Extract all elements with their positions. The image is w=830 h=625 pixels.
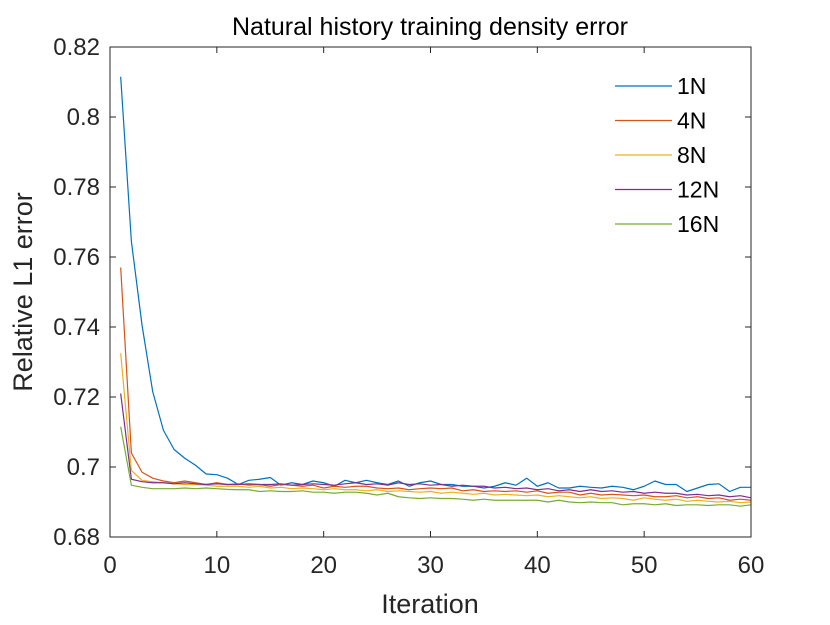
x-tick-label: 20 bbox=[310, 552, 337, 579]
series-line-16n bbox=[120, 426, 752, 507]
x-tick-label: 10 bbox=[203, 552, 230, 579]
plot-area bbox=[110, 47, 751, 537]
series-line-8n bbox=[120, 353, 752, 504]
legend-label-12n: 12N bbox=[677, 177, 719, 203]
axes-layer: 0 10 20 30 40 50 60 0.68 0.7 0.72 0.74 0.76 0.78 0.8 0… bbox=[53, 34, 764, 579]
x-tick-label: 0 bbox=[103, 552, 116, 579]
y-tick-label: 0.72 bbox=[53, 384, 100, 411]
x-tick-label: 50 bbox=[631, 552, 658, 579]
y-tick-label: 0.7 bbox=[67, 454, 100, 481]
series-line-1n bbox=[120, 76, 751, 493]
x-axis-label: Iteration bbox=[381, 589, 479, 619]
x-tick-label: 60 bbox=[738, 552, 765, 579]
x-tick-label: 40 bbox=[524, 552, 551, 579]
y-tick-label: 0.74 bbox=[53, 314, 100, 341]
legend-label-4n: 4N bbox=[677, 108, 706, 134]
series-layer bbox=[120, 76, 752, 507]
series-line-12n bbox=[120, 393, 752, 499]
y-tick-label: 0.78 bbox=[53, 174, 100, 201]
chart-title: Natural history training density error bbox=[232, 13, 628, 41]
legend-label-8n: 8N bbox=[677, 142, 706, 168]
legend-label-16n: 16N bbox=[677, 211, 719, 237]
y-tick-label: 0.8 bbox=[67, 104, 100, 131]
legend-label-1n: 1N bbox=[677, 73, 706, 99]
y-tick-label: 0.68 bbox=[53, 524, 100, 551]
y-tick-label: 0.82 bbox=[53, 34, 100, 61]
legend: 1N 4N 8N 12N 16N bbox=[615, 73, 719, 237]
plot-frame bbox=[109, 46, 752, 538]
x-tick-label: 30 bbox=[417, 552, 444, 579]
y-tick-label: 0.76 bbox=[53, 244, 100, 271]
y-axis-label: Relative L1 error bbox=[8, 192, 38, 392]
